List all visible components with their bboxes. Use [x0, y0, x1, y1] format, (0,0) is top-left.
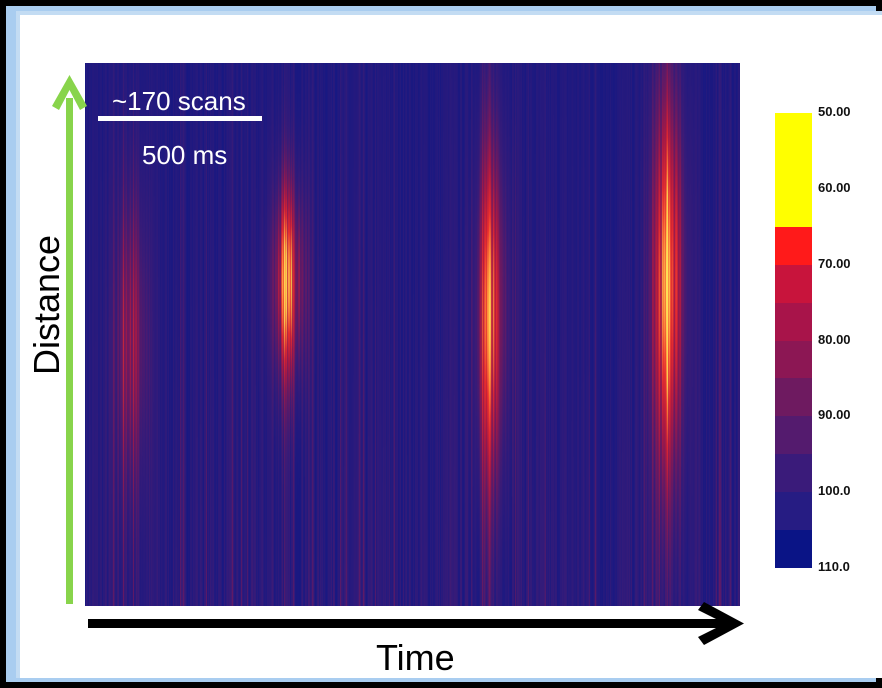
scale-bar-time-label: 500 ms: [142, 140, 228, 170]
colorbar-segment: [775, 416, 812, 455]
colorbar-segment: [775, 113, 812, 228]
x-axis-label: Time: [376, 637, 455, 678]
distance-axis-arrow: [52, 75, 87, 604]
colorbar-segment: [775, 530, 812, 569]
heatmap-plot: [85, 63, 740, 606]
colorbar-tick-label: 80.00: [818, 331, 851, 347]
colorbar-segment: [775, 454, 812, 493]
colorbar-tick-label: 70.00: [818, 255, 851, 271]
colorbar-segment: [775, 264, 812, 304]
time-axis-arrow: [88, 602, 744, 645]
colorbar-segment: [775, 302, 812, 341]
colorbar-segment: [775, 340, 812, 379]
scale-bar-scans-label: ~170 scans: [112, 86, 246, 116]
colorbar-tick-label: 90.00: [818, 407, 851, 423]
colorbar-tick-label: 110.0: [818, 559, 850, 574]
colorbar-segment: [775, 226, 812, 266]
y-axis-label: Distance: [26, 234, 67, 376]
colorbar-segment: [775, 378, 812, 417]
colorbar-tick-label: 60.00: [818, 179, 851, 195]
colorbar-tick-label: 100.0: [818, 483, 851, 499]
colorbar-segment: [775, 492, 812, 531]
scale-bar: [98, 116, 262, 121]
colorbar: [775, 113, 812, 569]
colorbar-tick-label: 50.00: [818, 104, 851, 119]
